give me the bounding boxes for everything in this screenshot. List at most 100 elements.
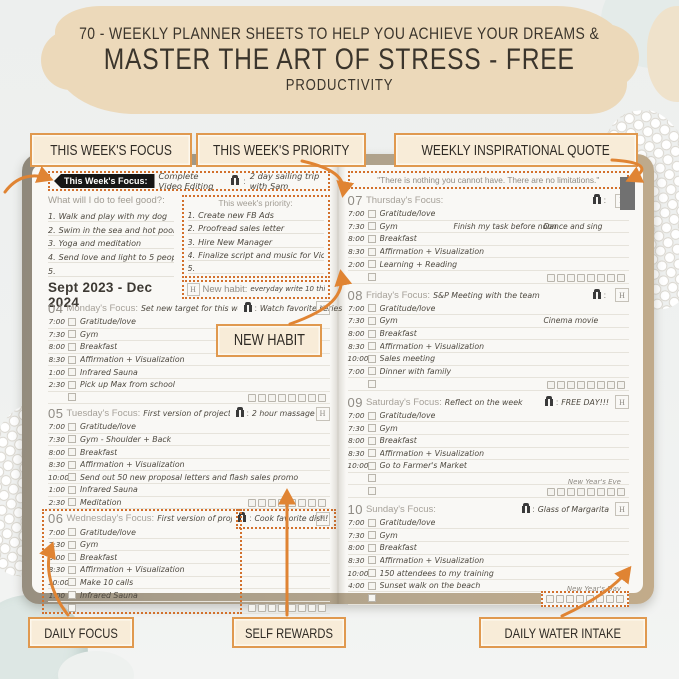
list-item-number: 2. bbox=[48, 225, 56, 235]
day-title: Thursday's Focus: bbox=[365, 195, 444, 206]
list-item: 1. Create new FB Ads bbox=[187, 208, 324, 222]
schedule-extra-note: Dance and sing bbox=[543, 221, 603, 231]
schedule-entry: Affirmation + Visualization bbox=[379, 555, 485, 565]
water-cup bbox=[267, 499, 276, 508]
checkbox bbox=[367, 461, 376, 470]
schedule-entry: Make 10 calls bbox=[80, 577, 134, 587]
schedule-entry: Gratitude/love bbox=[80, 317, 136, 327]
schedule-time: 7:00 bbox=[348, 303, 365, 313]
list-item: 4.Finalize script and music for Video ed… bbox=[187, 248, 324, 261]
schedule-row bbox=[48, 602, 330, 615]
water-tracker bbox=[547, 487, 625, 496]
right-day-blocks: 07 Thursday's Focus: : H 7:00 Gratitude/… bbox=[347, 193, 629, 608]
water-cup bbox=[617, 273, 625, 282]
water-cup bbox=[307, 394, 316, 403]
day-block: 06 Wednesday's Focus: First version of p… bbox=[42, 509, 336, 615]
day-reward: : 2 hour massage bbox=[235, 407, 315, 419]
schedule-time: 1:00 bbox=[48, 485, 65, 495]
week-focus-label: This Week's Focus: bbox=[54, 174, 155, 188]
callout-this-weeks-priority: THIS WEEK'S PRIORITY bbox=[196, 133, 366, 167]
checkbox bbox=[68, 578, 76, 587]
checkbox bbox=[367, 556, 376, 565]
list-item-number: 5. bbox=[48, 266, 56, 276]
water-tracker bbox=[247, 499, 326, 508]
schedule-entry: Infrared Sauna bbox=[80, 367, 138, 377]
day-focus-text: Set new target for this week w/ team bbox=[140, 303, 238, 313]
schedule-row: 8:30 Affirmation + Visualization bbox=[347, 448, 629, 461]
schedule-entry: Gym bbox=[379, 316, 398, 326]
list-item-text: Proofread sales letter bbox=[198, 224, 285, 234]
habit-checkbox: H bbox=[186, 282, 200, 296]
day-header: 07 Thursday's Focus: : H bbox=[348, 193, 629, 208]
list-item-number: 2. bbox=[187, 224, 196, 234]
schedule-time: 8:00 bbox=[48, 447, 65, 457]
water-cup bbox=[566, 595, 574, 604]
day-schedule: 7:00 Gratitude/love 7:30 Gym 8:00 Breakf… bbox=[48, 526, 330, 615]
schedule-row: 7:30 Gym bbox=[48, 329, 330, 342]
reward-separator: : bbox=[246, 409, 249, 419]
schedule-row: 1:00 Infrared Sauna bbox=[48, 484, 330, 497]
water-cup bbox=[616, 595, 624, 604]
day-title: Wednesday's Focus: bbox=[66, 513, 155, 525]
day-block: 09 Saturday's Focus: Reflect on the week… bbox=[347, 395, 629, 498]
list-item-text: Swim in the sea and hot pool bbox=[58, 225, 174, 235]
list-item-number: 4. bbox=[187, 250, 196, 260]
list-item-number: 5. bbox=[187, 263, 196, 273]
callout-daily-focus: DAILY FOCUS bbox=[28, 617, 134, 648]
schedule-entry: Breakfast bbox=[80, 552, 118, 562]
list-item-number: 1. bbox=[187, 211, 196, 221]
schedule-time: 8:30 bbox=[48, 460, 65, 470]
schedule-row: 7:30 Gym bbox=[347, 422, 629, 435]
checkbox bbox=[68, 330, 76, 339]
schedule-entry: Affirmation + Visualization bbox=[379, 341, 485, 351]
checkbox bbox=[68, 460, 76, 469]
schedule-row: 8:30 Affirmation + Visualization bbox=[48, 564, 330, 577]
weekly-quote-text: "There is nothing you cannot have. There… bbox=[377, 175, 600, 185]
week-setup-section: What will I do to feel good?: 1. Walk and… bbox=[48, 195, 330, 310]
day-schedule: 7:00 Gratitude/love 7:30 Gym - Shoulder … bbox=[48, 421, 330, 510]
schedule-time: 4:00 bbox=[348, 581, 365, 591]
water-cup bbox=[587, 273, 595, 282]
schedule-entry: Gym bbox=[379, 423, 398, 433]
schedule-entry: Affirmation + Visualization bbox=[379, 247, 485, 257]
checkbox bbox=[367, 487, 376, 496]
day-reward: : bbox=[592, 288, 609, 300]
schedule-time: 8:30 bbox=[48, 565, 65, 575]
day-header: 10 Sunday's Focus: : Glass of Margarita … bbox=[348, 502, 629, 517]
checkbox bbox=[367, 449, 376, 458]
day-focus-text: First version of project II bbox=[157, 514, 232, 524]
schedule-time: 7:00 bbox=[348, 518, 365, 528]
water-cup bbox=[307, 604, 316, 613]
day-block: 08 Friday's Focus: S&P Meeting with the … bbox=[347, 287, 629, 391]
schedule-row: 1:00 Infrared Sauna bbox=[48, 589, 330, 602]
schedule-time: 8:30 bbox=[348, 448, 365, 458]
water-cup bbox=[287, 394, 296, 403]
schedule-row: 8:30 Affirmation + Visualization bbox=[347, 246, 629, 259]
water-cup bbox=[247, 604, 256, 613]
checkbox bbox=[367, 474, 376, 483]
gift-icon bbox=[592, 194, 601, 204]
water-cup bbox=[597, 487, 605, 496]
schedule-time: 7:30 bbox=[48, 329, 65, 339]
water-cup bbox=[247, 499, 256, 508]
schedule-row: 8:30 Affirmation + Visualization bbox=[48, 354, 330, 367]
schedule-row: 7:00 Gratitude/love bbox=[347, 410, 629, 423]
day-header: 08 Friday's Focus: S&P Meeting with the … bbox=[347, 287, 629, 303]
list-item-text: Walk and play with my dog bbox=[58, 211, 168, 221]
checkbox bbox=[367, 316, 376, 325]
checkbox bbox=[68, 591, 76, 600]
schedule-time: 8:00 bbox=[348, 543, 365, 553]
list-item: 2. Swim in the sea and hot pool bbox=[48, 222, 174, 236]
day-reward-text: Cook favorite dish! bbox=[254, 514, 329, 524]
planner-right-page: "There is nothing you cannot have. There… bbox=[338, 165, 644, 608]
schedule-time: 2:30 bbox=[48, 380, 65, 390]
water-cup bbox=[617, 380, 625, 389]
schedule-entry: Gratitude/love bbox=[379, 411, 436, 421]
day-number: 08 bbox=[347, 287, 363, 303]
water-cup bbox=[547, 380, 555, 389]
schedule-entry: Affirmation + Visualization bbox=[80, 565, 185, 575]
checkbox bbox=[367, 367, 376, 376]
checkbox bbox=[68, 485, 76, 494]
planner-notebook: This Week's Focus: Complete Video Editin… bbox=[22, 154, 654, 615]
schedule-time: 1:00 bbox=[48, 590, 65, 600]
